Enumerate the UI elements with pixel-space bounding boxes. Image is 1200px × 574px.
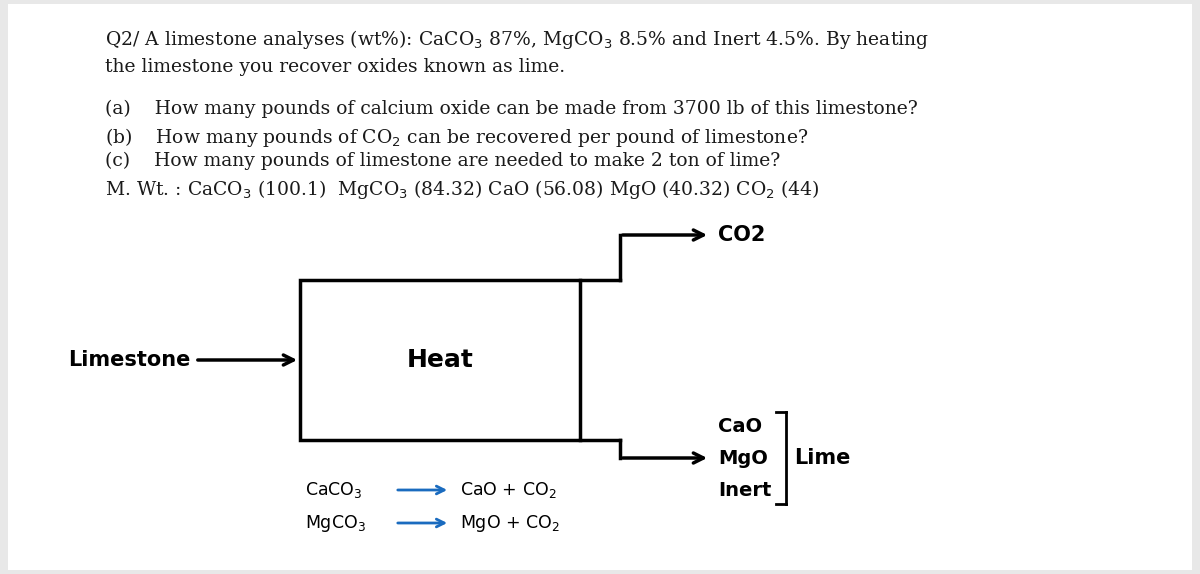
Text: M. Wt. : CaCO$_3$ (100.1)  MgCO$_3$ (84.32) CaO (56.08) MgO (40.32) CO$_2$ (44): M. Wt. : CaCO$_3$ (100.1) MgCO$_3$ (84.3…: [106, 178, 820, 201]
Text: (c)    How many pounds of limestone are needed to make 2 ton of lime?: (c) How many pounds of limestone are nee…: [106, 152, 780, 170]
Text: Lime: Lime: [794, 448, 851, 468]
Text: MgO: MgO: [718, 448, 768, 467]
Text: CO2: CO2: [718, 225, 766, 245]
Text: Inert: Inert: [718, 480, 772, 499]
Text: (b)    How many pounds of CO$_2$ can be recovered per pound of limestone?: (b) How many pounds of CO$_2$ can be rec…: [106, 126, 809, 149]
Text: CaO + CO$_2$: CaO + CO$_2$: [460, 480, 557, 500]
Text: the limestone you recover oxides known as lime.: the limestone you recover oxides known a…: [106, 58, 565, 76]
Bar: [300, 280, 580, 440]
Text: CaCO$_3$: CaCO$_3$: [305, 480, 362, 500]
Text: Q2/ A limestone analyses (wt%): CaCO$_3$ 87%, MgCO$_3$ 8.5% and Inert 4.5%. By h: Q2/ A limestone analyses (wt%): CaCO$_3$…: [106, 28, 929, 51]
Text: MgO + CO$_2$: MgO + CO$_2$: [460, 513, 559, 533]
Text: Limestone: Limestone: [67, 350, 190, 370]
Text: CaO: CaO: [718, 417, 762, 436]
Text: Heat: Heat: [407, 348, 474, 372]
Text: (a)    How many pounds of calcium oxide can be made from 3700 lb of this limesto: (a) How many pounds of calcium oxide can…: [106, 100, 918, 118]
Text: MgCO$_3$: MgCO$_3$: [305, 513, 366, 533]
